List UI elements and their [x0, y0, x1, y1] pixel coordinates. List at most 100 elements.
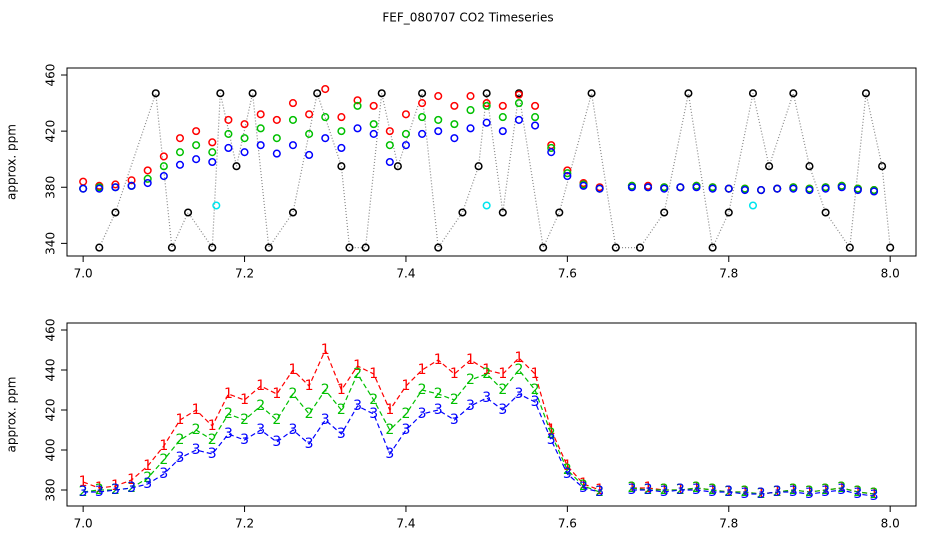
point-marker: 1 — [256, 378, 265, 394]
point-marker: 3 — [321, 412, 330, 428]
point — [192, 155, 201, 164]
point-marker: 2 — [531, 382, 540, 398]
point — [143, 178, 152, 188]
point-marker: 1 — [482, 362, 491, 378]
point-marker: 3 — [773, 484, 782, 500]
point-marker: 2 — [256, 398, 265, 414]
point — [345, 243, 354, 252]
point-marker: 2 — [305, 406, 314, 422]
point — [175, 134, 185, 143]
point — [539, 243, 548, 252]
point-marker: 2 — [418, 382, 427, 398]
y-tick-label: 420 — [44, 399, 58, 422]
y-tick-label: 460 — [44, 319, 58, 342]
point — [321, 84, 330, 94]
point-marker: 2 — [805, 484, 814, 500]
point — [151, 89, 160, 98]
point — [482, 118, 491, 127]
point — [288, 141, 298, 150]
point-marker: 3 — [450, 412, 459, 428]
point — [385, 127, 394, 136]
point — [143, 174, 152, 183]
point-marker: 1 — [95, 480, 104, 496]
y-tick-label: 460 — [44, 64, 58, 87]
point — [563, 166, 572, 175]
point-marker: 2 — [95, 482, 104, 498]
point-marker: 3 — [692, 482, 701, 498]
point-marker: 1 — [579, 476, 588, 492]
point — [886, 243, 895, 252]
point — [498, 208, 507, 217]
point — [377, 89, 386, 98]
point-marker: 2 — [692, 480, 701, 496]
point-marker: 2 — [272, 412, 281, 428]
series-line — [83, 393, 875, 497]
point-marker: 3 — [434, 402, 443, 418]
point-marker: 3 — [547, 432, 556, 448]
point — [587, 89, 596, 98]
point-marker: 1 — [79, 474, 88, 490]
point-marker: 2 — [401, 406, 410, 422]
point-marker: 1 — [240, 392, 249, 408]
point — [418, 99, 427, 108]
point-marker: 2 — [482, 366, 491, 382]
point-marker: 3 — [837, 482, 846, 498]
y-tick-label: 340 — [44, 232, 58, 255]
point — [869, 187, 879, 196]
point-marker: 3 — [272, 434, 281, 450]
point-marker: 3 — [127, 480, 136, 496]
point — [385, 141, 394, 150]
point — [434, 127, 443, 136]
point-marker: 3 — [627, 482, 636, 498]
y-axis-label: approx. ppm — [5, 124, 19, 200]
point — [127, 176, 136, 185]
point-marker: 2 — [660, 482, 669, 498]
point — [321, 113, 330, 122]
x-tick-label: 8.0 — [881, 517, 900, 531]
point — [740, 186, 749, 195]
point — [240, 120, 249, 129]
point-marker: 3 — [531, 394, 540, 410]
x-tick-label: 7.4 — [396, 517, 415, 531]
point — [337, 143, 346, 153]
point-marker: 3 — [176, 450, 185, 466]
point-marker: 1 — [563, 458, 572, 474]
point — [248, 89, 257, 98]
point — [361, 243, 370, 252]
point — [434, 115, 443, 124]
point-marker: 2 — [159, 452, 168, 468]
point-marker: 2 — [547, 426, 556, 442]
point — [288, 115, 298, 124]
point — [288, 99, 298, 108]
point-marker: 3 — [660, 484, 669, 500]
point — [789, 89, 798, 98]
point — [321, 134, 330, 143]
point-marker: 3 — [563, 466, 572, 482]
point — [111, 208, 120, 217]
point-marker: 1 — [450, 366, 459, 382]
point-marker: 3 — [111, 482, 120, 498]
point-marker: 2 — [369, 392, 378, 408]
point — [482, 101, 491, 110]
point-marker: 2 — [563, 462, 572, 478]
point-marker: 2 — [708, 482, 717, 498]
point-marker: 2 — [514, 362, 523, 378]
x-tick-label: 7.8 — [719, 517, 738, 531]
point-marker: 2 — [337, 402, 346, 418]
point — [482, 89, 491, 98]
point — [748, 201, 758, 210]
point — [644, 183, 653, 192]
point-marker: 3 — [353, 398, 362, 414]
point — [748, 89, 758, 98]
point-marker: 1 — [353, 358, 362, 374]
point-marker: 3 — [466, 398, 475, 414]
point — [482, 201, 491, 210]
point — [531, 101, 540, 110]
point-marker: 1 — [434, 352, 443, 368]
x-tick-label: 7.6 — [558, 267, 577, 281]
point-marker: 1 — [289, 362, 298, 378]
point — [514, 90, 523, 99]
point-marker: 3 — [256, 422, 265, 438]
point — [111, 183, 120, 192]
point — [853, 186, 862, 195]
